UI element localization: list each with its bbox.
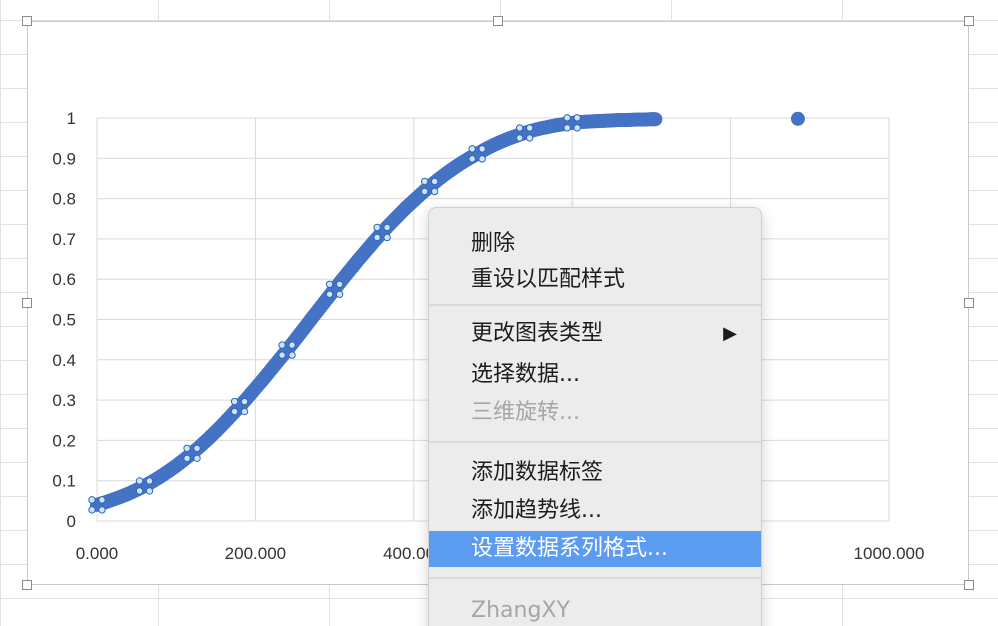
resize-handle-bottom-left[interactable] bbox=[22, 580, 32, 590]
y-axis-tick-label: 0.5 bbox=[52, 311, 76, 330]
context-menu[interactable]: 删除 重设以匹配样式 更改图表类型 ▶ 选择数据... 三维旋转... 添加数据… bbox=[428, 207, 762, 626]
menu-separator bbox=[429, 304, 761, 306]
selection-marker bbox=[325, 290, 334, 298]
y-axis-tick-label: 0.2 bbox=[52, 431, 76, 450]
selection-marker bbox=[525, 124, 534, 132]
resize-handle-top-left[interactable] bbox=[22, 16, 32, 26]
x-axis-tick-label: 0.000 bbox=[76, 544, 119, 563]
selection-marker bbox=[193, 444, 201, 452]
data-point[interactable] bbox=[248, 381, 263, 396]
y-axis-tick-label: 0.9 bbox=[52, 149, 76, 168]
menu-item-zhangxy: ZhangXY bbox=[471, 598, 570, 623]
selection-marker bbox=[230, 397, 239, 406]
menu-item-3d-rotation: 三维旋转... bbox=[471, 400, 580, 425]
resize-handle-bottom-right[interactable] bbox=[964, 580, 974, 590]
resize-handle-top-center[interactable] bbox=[493, 16, 503, 26]
data-point[interactable] bbox=[295, 322, 310, 337]
data-point[interactable] bbox=[256, 372, 271, 387]
selection-marker bbox=[145, 477, 154, 485]
resize-handle-middle-right[interactable] bbox=[964, 298, 974, 308]
selection-marker bbox=[135, 477, 144, 485]
selection-marker bbox=[98, 496, 106, 504]
selection-marker bbox=[563, 124, 571, 132]
selection-marker bbox=[230, 407, 239, 416]
selection-marker bbox=[420, 177, 429, 186]
y-axis-tick-label: 0.4 bbox=[52, 351, 76, 370]
selection-marker bbox=[383, 223, 391, 232]
menu-item-add-trendline[interactable]: 添加趋势线... bbox=[471, 498, 602, 523]
data-point[interactable] bbox=[311, 302, 326, 317]
selection-marker bbox=[478, 145, 486, 153]
selection-marker bbox=[278, 351, 286, 359]
selection-marker bbox=[145, 487, 154, 495]
data-point[interactable] bbox=[790, 111, 805, 126]
selection-marker bbox=[288, 341, 296, 349]
selection-marker bbox=[183, 444, 191, 452]
selection-marker bbox=[515, 134, 524, 142]
data-point[interactable] bbox=[359, 243, 374, 258]
selection-marker bbox=[98, 506, 106, 514]
menu-separator bbox=[429, 577, 761, 579]
menu-item-reset-to-match-style[interactable]: 重设以匹配样式 bbox=[471, 267, 626, 292]
selection-marker bbox=[240, 397, 249, 406]
menu-item-label: 更改图表类型 bbox=[471, 321, 604, 346]
selection-marker bbox=[373, 223, 381, 232]
selection-marker bbox=[335, 290, 344, 298]
selection-marker bbox=[288, 351, 296, 359]
selection-marker bbox=[468, 155, 476, 163]
menu-item-select-data[interactable]: 选择数据... bbox=[471, 362, 580, 387]
selection-marker bbox=[573, 124, 581, 132]
menu-item-change-chart-type[interactable]: 更改图表类型 ▶ bbox=[429, 316, 761, 352]
menu-separator bbox=[429, 441, 761, 443]
selection-marker bbox=[373, 233, 381, 242]
resize-handle-middle-left[interactable] bbox=[22, 298, 32, 308]
selection-marker bbox=[468, 145, 476, 153]
selection-marker bbox=[515, 124, 524, 132]
selection-marker bbox=[420, 187, 429, 196]
selection-marker bbox=[478, 155, 486, 163]
y-axis-tick-label: 0.1 bbox=[52, 472, 76, 491]
selection-marker bbox=[193, 454, 201, 462]
menu-item-delete[interactable]: 删除 bbox=[471, 231, 516, 256]
x-axis-tick-label: 1000.000 bbox=[854, 544, 925, 563]
selection-marker bbox=[278, 341, 286, 349]
selection-marker bbox=[335, 280, 344, 288]
y-axis-tick-label: 0.3 bbox=[52, 391, 76, 410]
selection-marker bbox=[135, 487, 144, 495]
data-point[interactable] bbox=[648, 112, 663, 127]
series-selection-markers bbox=[88, 114, 581, 514]
y-axis-tick-labels: 0 0.1 0.2 0.3 0.4 0.5 0.6 0.7 0.8 0.9 1 bbox=[52, 109, 76, 531]
selection-marker bbox=[325, 280, 334, 288]
menu-item-format-data-series[interactable]: 设置数据系列格式... bbox=[429, 531, 761, 567]
y-axis-tick-label: 0.6 bbox=[52, 270, 76, 289]
selection-marker bbox=[88, 496, 96, 504]
x-axis-tick-label: 200.000 bbox=[225, 544, 286, 563]
selection-marker bbox=[430, 187, 439, 196]
data-point[interactable] bbox=[343, 262, 358, 277]
data-point[interactable] bbox=[303, 312, 318, 327]
selection-marker bbox=[240, 407, 249, 416]
menu-item-add-data-labels[interactable]: 添加数据标签 bbox=[471, 460, 604, 485]
y-axis-tick-label: 0 bbox=[67, 512, 76, 531]
resize-handle-top-right[interactable] bbox=[964, 16, 974, 26]
data-point[interactable] bbox=[264, 362, 279, 377]
selection-marker bbox=[183, 454, 191, 462]
selection-marker bbox=[525, 134, 534, 142]
data-point[interactable] bbox=[351, 252, 366, 267]
y-axis-tick-label: 0.7 bbox=[52, 230, 76, 249]
selection-marker bbox=[88, 506, 96, 514]
selection-marker bbox=[573, 114, 581, 122]
selection-marker bbox=[430, 177, 439, 186]
selection-marker bbox=[383, 233, 391, 242]
submenu-arrow-icon: ▶ bbox=[723, 323, 737, 344]
y-axis-tick-label: 0.8 bbox=[52, 190, 76, 209]
y-axis-tick-label: 1 bbox=[67, 109, 76, 128]
selection-marker bbox=[563, 114, 571, 122]
